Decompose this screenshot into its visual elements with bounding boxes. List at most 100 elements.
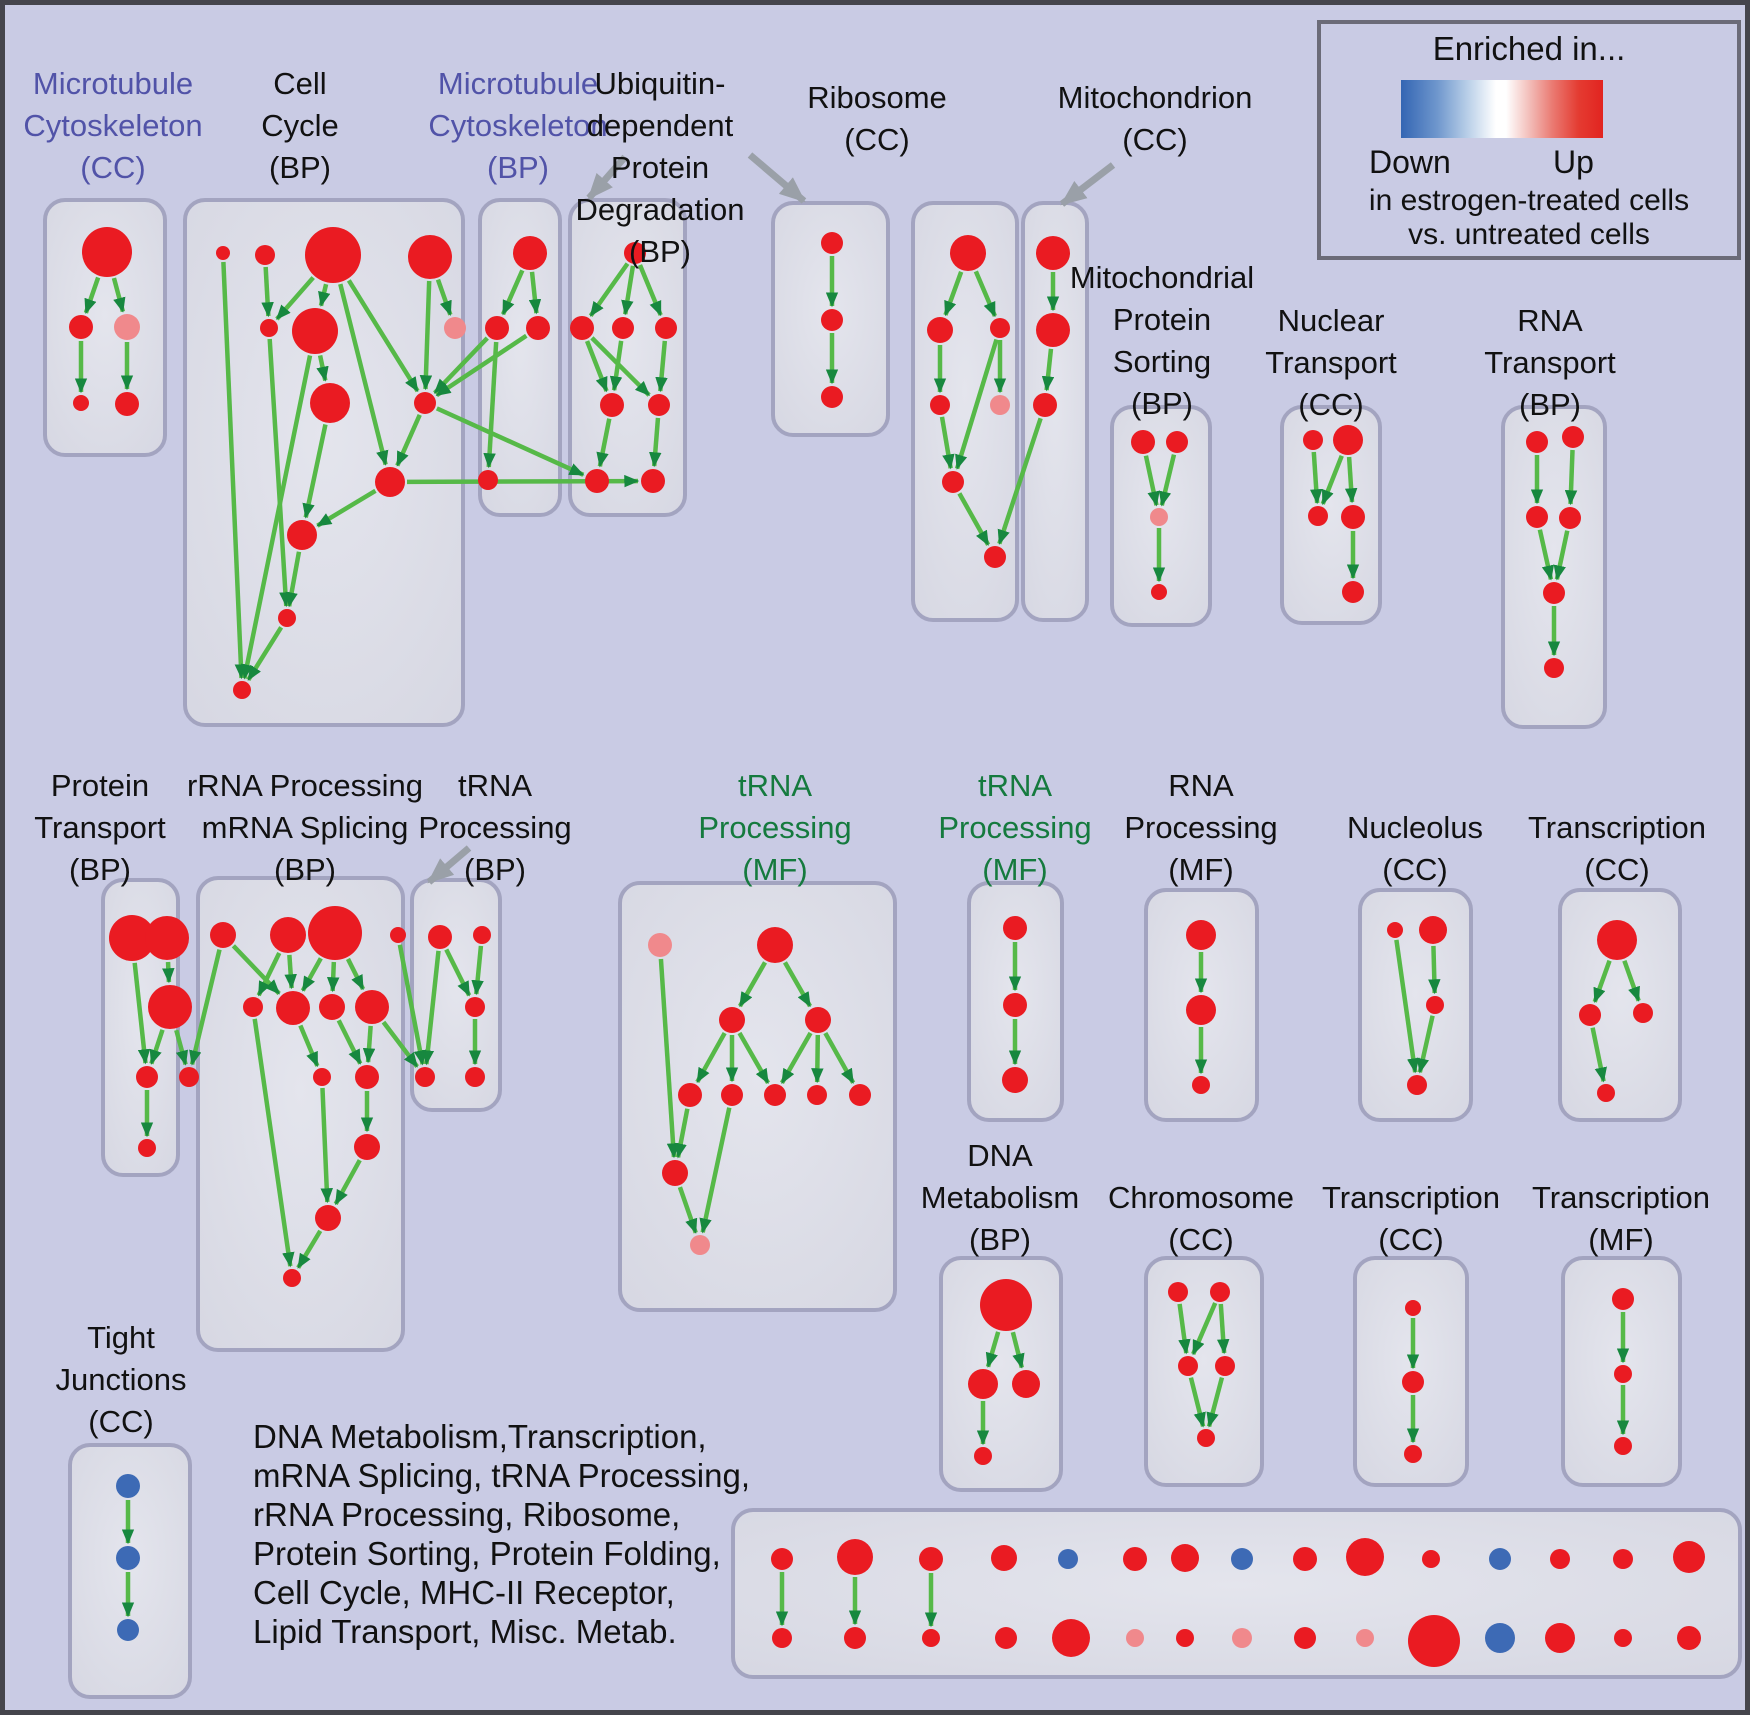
nucleolus-cc-label: Nucleolus (CC) — [1346, 810, 1484, 887]
mixed-terms-node-6 — [1171, 1544, 1199, 1572]
microtubule-cytoskeleton-cc-label: Microtubule Cytoskeleton (CC) — [23, 66, 203, 185]
rrna-processing-mrna-splicing-bp-node-12 — [283, 1269, 301, 1287]
mitochondrion-cc-label: Mitochondrion (CC) — [1057, 80, 1253, 157]
trna-processing-mf-large-node-5 — [721, 1084, 743, 1106]
mixed-terms-node-3 — [991, 1545, 1017, 1571]
legend-title: Enriched in... — [1432, 30, 1626, 67]
microtubule-cytoskeleton-bp-node-1 — [485, 316, 509, 340]
transcription-mf-node-2 — [1614, 1437, 1632, 1455]
cell-cycle-bp-node-0 — [216, 246, 230, 260]
trna-processing-mf-large-edge — [780, 1031, 813, 1084]
cell-cycle-bp-node-4 — [260, 319, 278, 337]
trna-processing-mf-large-node-7 — [807, 1085, 827, 1105]
nucleolus-cc-node-2 — [1426, 996, 1444, 1014]
protein-transport-bp-node-4 — [179, 1067, 199, 1087]
cell-cycle-bp-node-7 — [310, 383, 350, 423]
transcription-cc-upper-box — [1558, 888, 1682, 1122]
tight-junctions-cc-node-1 — [116, 1546, 140, 1570]
trna-processing-bp-edge — [421, 950, 441, 1066]
ubiquitin-degradation-bp-edge — [649, 417, 662, 468]
label-callout-arrow — [747, 152, 807, 204]
trna-processing-mf-large-node-0 — [648, 933, 672, 957]
mitochondrial-protein-sorting-bp-node-1 — [1166, 431, 1188, 453]
ubiquitin-degradation-bp-edge — [655, 340, 668, 393]
nodes-layer — [69, 227, 1705, 1667]
trna-processing-bp-node-0 — [428, 925, 452, 949]
nuclear-transport-cc-edge — [1310, 451, 1323, 505]
ubiquitin-degradation-bp-node-5 — [648, 394, 670, 416]
tight-junctions-cc-box — [68, 1443, 192, 1699]
mixed-terms-node-0 — [771, 1548, 793, 1570]
note-line: Protein Sorting, Protein Folding, — [253, 1535, 721, 1572]
nucleolus-cc-edge — [1428, 945, 1441, 995]
transcription-cc-upper-edge — [1592, 959, 1612, 1004]
mixed-terms-node-16 — [844, 1627, 866, 1649]
nuclear-transport-cc-node-2 — [1308, 506, 1328, 526]
cross-edge — [435, 406, 585, 477]
microtubule-cytoskeleton-cc-node-2 — [114, 314, 140, 340]
transcription-cc-upper-label: Transcription (CC) — [1527, 810, 1707, 887]
microtubule-cytoskeleton-cc-node-1 — [69, 315, 93, 339]
protein-transport-bp-node-2 — [148, 985, 192, 1029]
cell-cycle-bp-node-10 — [287, 520, 317, 550]
rrna-processing-mrna-splicing-bp-label: rRNA Processing mRNA Splicing (BP) — [186, 768, 424, 887]
edges-layer — [74, 256, 1641, 1628]
protein-transport-bp-label: Protein Transport (BP) — [34, 768, 166, 887]
ribosome-cc-node-1 — [927, 317, 953, 343]
ribosome-cc-node-0 — [950, 235, 986, 271]
trna-processing-mf-large-edge — [695, 1031, 727, 1084]
cell-cycle-bp-node-9 — [375, 467, 405, 497]
tight-junctions-cc-node-2 — [117, 1619, 139, 1641]
transcription-cc-lower-label: Transcription (CC) — [1321, 1180, 1501, 1257]
color-legend: Enriched in... Down Up in estrogen-treat… — [1317, 20, 1741, 260]
trna-processing-bp-label: tRNA Processing (BP) — [418, 768, 572, 887]
rrna-processing-mrna-splicing-bp-edge — [296, 1229, 323, 1269]
cell-cycle-bp-edge — [419, 280, 433, 391]
nuclear-transport-cc-label: Nuclear Transport (CC) — [1265, 303, 1397, 422]
cell-cycle-bp-edge — [395, 413, 422, 467]
transcription-cc-upper-node-0 — [1597, 920, 1637, 960]
trna-processing-mf-large-edge — [811, 1034, 824, 1084]
trna-processing-mf-large-node-4 — [678, 1083, 702, 1107]
mixed-terms-node-13 — [1613, 1549, 1633, 1569]
mixed-terms-node-10 — [1422, 1550, 1440, 1568]
protein-transport-bp-edge — [162, 961, 175, 984]
rrna-processing-mrna-splicing-bp-edge — [320, 1087, 333, 1204]
trna-processing-mf-large-label: tRNA Processing (MF) — [698, 768, 852, 887]
legend-subtitle-1: in estrogen-treated cells — [1368, 184, 1690, 217]
rrna-processing-mrna-splicing-bp-box — [196, 876, 405, 1352]
trna-processing-bp-edge — [471, 945, 484, 996]
dna-metabolism-bp-node-1 — [968, 1369, 998, 1399]
mixed-terms-node-18 — [995, 1627, 1017, 1649]
rrna-processing-mrna-splicing-bp-edge — [333, 1159, 362, 1206]
mixed-terms-node-2 — [919, 1547, 943, 1571]
nuclear-transport-cc-node-4 — [1342, 581, 1364, 603]
dna-metabolism-bp-label: DNA Metabolism (BP) — [920, 1138, 1080, 1257]
rna-processing-mf-node-2 — [1192, 1076, 1210, 1094]
cell-cycle-bp-edge — [435, 278, 453, 316]
mixed-terms-box — [731, 1508, 1742, 1679]
ubiquitin-degradation-bp-edge — [596, 418, 612, 468]
rrna-processing-mrna-splicing-bp-edge — [256, 952, 282, 997]
label-callout-arrow — [586, 154, 628, 201]
legend-down-label: Down — [1369, 144, 1451, 180]
chromosome-cc-node-4 — [1197, 1429, 1215, 1447]
ubiquitin-degradation-bp-node-6 — [585, 469, 609, 493]
cell-cycle-bp-edge — [246, 626, 284, 682]
dna-metabolism-bp-edge — [985, 1331, 1001, 1368]
chromosome-cc-node-2 — [1178, 1356, 1198, 1376]
trna-processing-bp-node-4 — [465, 1067, 485, 1087]
microtubule-cytoskeleton-bp-node-0 — [513, 236, 547, 270]
chromosome-cc-edge — [1188, 1377, 1206, 1428]
microtubule-cytoskeleton-bp-label: Microtubule Cytoskeleton (BP) — [428, 66, 608, 185]
dna-metabolism-bp-node-0 — [980, 1279, 1032, 1331]
cell-cycle-bp-node-6 — [444, 317, 466, 339]
chromosome-cc-node-0 — [1168, 1282, 1188, 1302]
mitochondrial-protein-sorting-bp-edge — [1143, 455, 1160, 507]
rrna-processing-mrna-splicing-bp-node-11 — [315, 1205, 341, 1231]
cell-cycle-bp-edge — [318, 283, 331, 307]
ribosome-cc-node-4 — [990, 395, 1010, 415]
rrna-processing-mrna-splicing-bp-edge — [326, 961, 340, 993]
trna-processing-mf-large-node-9 — [662, 1160, 688, 1186]
rrna-processing-mrna-splicing-bp-node-7 — [355, 990, 389, 1024]
